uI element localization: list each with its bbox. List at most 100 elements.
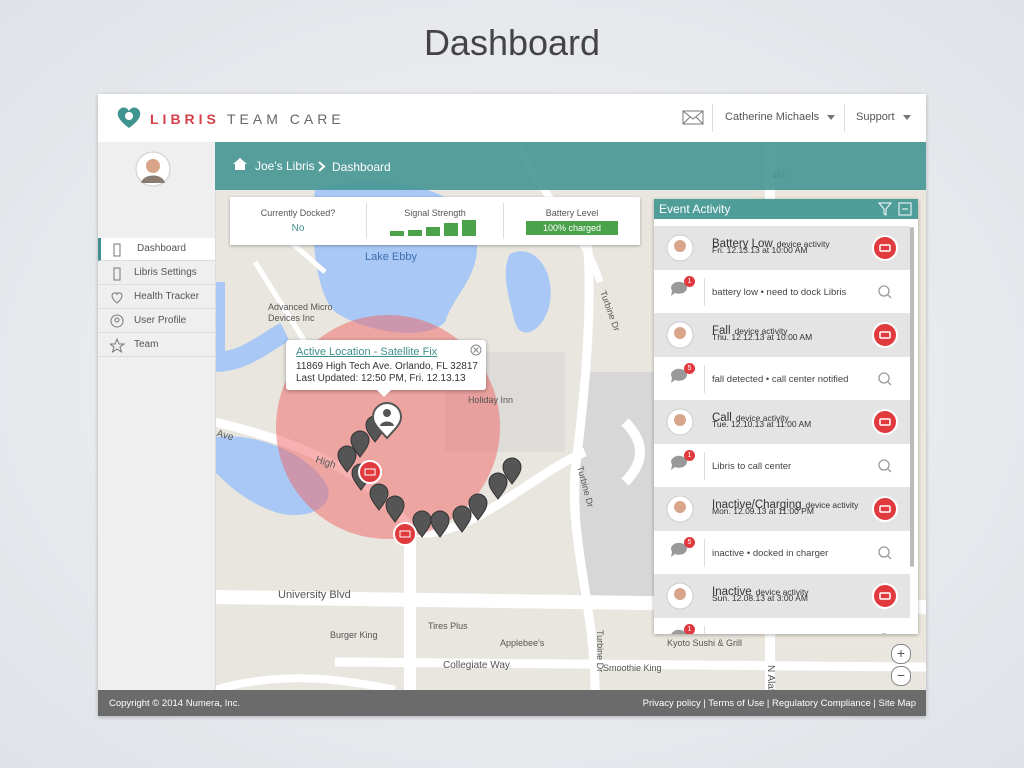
- event-row[interactable]: Call device activity Tue. 12.10.13 at 11:0…: [654, 400, 910, 444]
- pin: [385, 495, 405, 523]
- map-label: Lake Ebby: [365, 251, 417, 263]
- event-row[interactable]: Battery Low device activity Fri. 12.13.13 …: [654, 226, 910, 270]
- person-pin: [371, 402, 403, 440]
- breadcrumb-link[interactable]: Joe's Libris: [255, 159, 315, 173]
- map-label: Smoothie King: [603, 663, 662, 673]
- chat-bubble: [670, 455, 687, 470]
- scrollbar[interactable]: [910, 227, 914, 567]
- event-icon[interactable]: [872, 583, 898, 609]
- slide-title: Dashboard: [423, 22, 601, 63]
- popup-close[interactable]: [470, 344, 482, 356]
- footer-links[interactable]: Privacy policy | Terms of Use | Regulato…: [642, 698, 916, 709]
- chat-icon: [670, 455, 687, 470]
- event-avatar: [666, 495, 694, 523]
- event-avatar: [666, 234, 694, 262]
- nav-glyph: [110, 314, 124, 328]
- event-row[interactable]: Fall device activity Thu. 12.12.13 at 10:0…: [654, 313, 910, 357]
- avatar-face: [674, 501, 686, 513]
- popup-title[interactable]: Active Location - Satellite Fix: [296, 346, 438, 358]
- chat-icon: [671, 629, 687, 634]
- map-label: Applebee's: [500, 638, 545, 648]
- event-kind: device activity: [805, 500, 859, 510]
- user-name: Catherine Michaels: [725, 111, 820, 123]
- nav-item[interactable]: User Profile: [98, 310, 215, 333]
- map-label: Ave: [215, 428, 235, 443]
- support-menu[interactable]: Support: [856, 111, 911, 123]
- divider: [704, 452, 705, 480]
- zoom-out[interactable]: −: [891, 666, 911, 686]
- nav-glyph: [113, 243, 121, 257]
- event-row[interactable]: Inactive device activity Sun. 12.08.13 at …: [654, 574, 910, 618]
- search-icon[interactable]: [878, 459, 892, 473]
- pin: [350, 430, 370, 458]
- chat-bubble: [670, 542, 687, 557]
- search-glyph: [878, 285, 892, 299]
- pins: [337, 402, 522, 546]
- battery-label: Battery Level: [545, 208, 599, 218]
- detail-row[interactable]: 5 inactive • docked in charger: [654, 531, 910, 574]
- footer: Copyright © 2014 Numera, Inc. Privacy po…: [98, 690, 926, 716]
- event-date: Sun. 12.08.13 at 3:00 AM: [712, 593, 808, 603]
- detail-row[interactable]: 1inactive — out of charger: [654, 618, 910, 634]
- map-label: Burger King: [330, 630, 378, 640]
- event-heading: Battery Low device activity: [712, 234, 830, 252]
- event-name: Call: [712, 412, 732, 424]
- detail-row[interactable]: 5 fall detected • call center notified: [654, 357, 910, 400]
- event-detail: Libris to call center: [712, 461, 792, 472]
- search-icon[interactable]: [878, 546, 892, 560]
- home-icon[interactable]: [233, 158, 247, 170]
- chat-bubble: [671, 629, 687, 634]
- detail-row[interactable]: 1 Libris to call center: [654, 444, 910, 487]
- badge: 5: [684, 537, 695, 548]
- zoom-in[interactable]: +: [891, 644, 911, 664]
- nav-icon: [113, 243, 121, 257]
- event-name: Inactive/Charging: [712, 499, 802, 511]
- event-row[interactable]: Inactive/Charging device activity Mon. 12.…: [654, 487, 910, 531]
- event-tools[interactable]: [878, 202, 914, 216]
- event-date: Fri. 12.13.13 at 10:00 AM: [712, 245, 808, 255]
- person-head: [383, 409, 391, 417]
- event-heading: Call device activity: [712, 408, 789, 426]
- icon-glyph: [879, 331, 891, 339]
- search-icon[interactable]: [878, 372, 892, 386]
- nav-item[interactable]: Health Tracker: [98, 286, 215, 309]
- map-label: Advanced Micro: [268, 302, 333, 312]
- badge: 5: [684, 363, 695, 374]
- user-menu[interactable]: Catherine Michaels: [725, 111, 836, 123]
- alert-pin: [393, 522, 417, 546]
- app-window: Lake Ebby Advanced Micro Devices Inc Holida…: [98, 94, 926, 716]
- event-heading: Inactive/Charging device activity: [712, 495, 858, 513]
- event-icon[interactable]: [872, 235, 898, 261]
- status-panel: Currently Docked? No Signal Strength Bat…: [230, 197, 640, 245]
- nav-item[interactable]: Libris Settings: [98, 262, 215, 285]
- person-body: [380, 421, 394, 426]
- icon-bg: [872, 322, 898, 348]
- search-icon[interactable]: [878, 633, 892, 634]
- map-label: N Alafaya: [765, 665, 776, 690]
- nav-label: User Profile: [134, 315, 187, 326]
- docked-label: Currently Docked?: [260, 208, 336, 218]
- event-icon[interactable]: [872, 409, 898, 435]
- event-name: Fall: [712, 325, 731, 337]
- event-avatar: [666, 582, 694, 610]
- alert-glyph: [399, 530, 411, 538]
- event-header: Event Activity: [654, 199, 918, 219]
- avatar-face: [674, 588, 686, 600]
- avatar-face: [674, 240, 686, 252]
- search-icon[interactable]: [878, 285, 892, 299]
- nav-item[interactable]: Dashboard: [98, 238, 215, 261]
- nav-item[interactable]: Team: [98, 334, 215, 357]
- chat-bubble: [670, 281, 687, 296]
- event-date: Tue. 12.10.13 at 11:00 AM: [712, 419, 812, 429]
- avatar[interactable]: [135, 151, 171, 187]
- alert-pin: [358, 460, 382, 484]
- event-icon[interactable]: [872, 496, 898, 522]
- map-label: Kyoto Sushi & Grill: [667, 638, 742, 648]
- event-icon[interactable]: [872, 322, 898, 348]
- detail-row[interactable]: 1 battery low • need to dock Libris: [654, 270, 910, 313]
- road: [621, 418, 645, 486]
- mail-icon[interactable]: [682, 110, 704, 125]
- avatar-face: [674, 327, 686, 339]
- breadcrumb-current: Dashboard: [332, 160, 391, 174]
